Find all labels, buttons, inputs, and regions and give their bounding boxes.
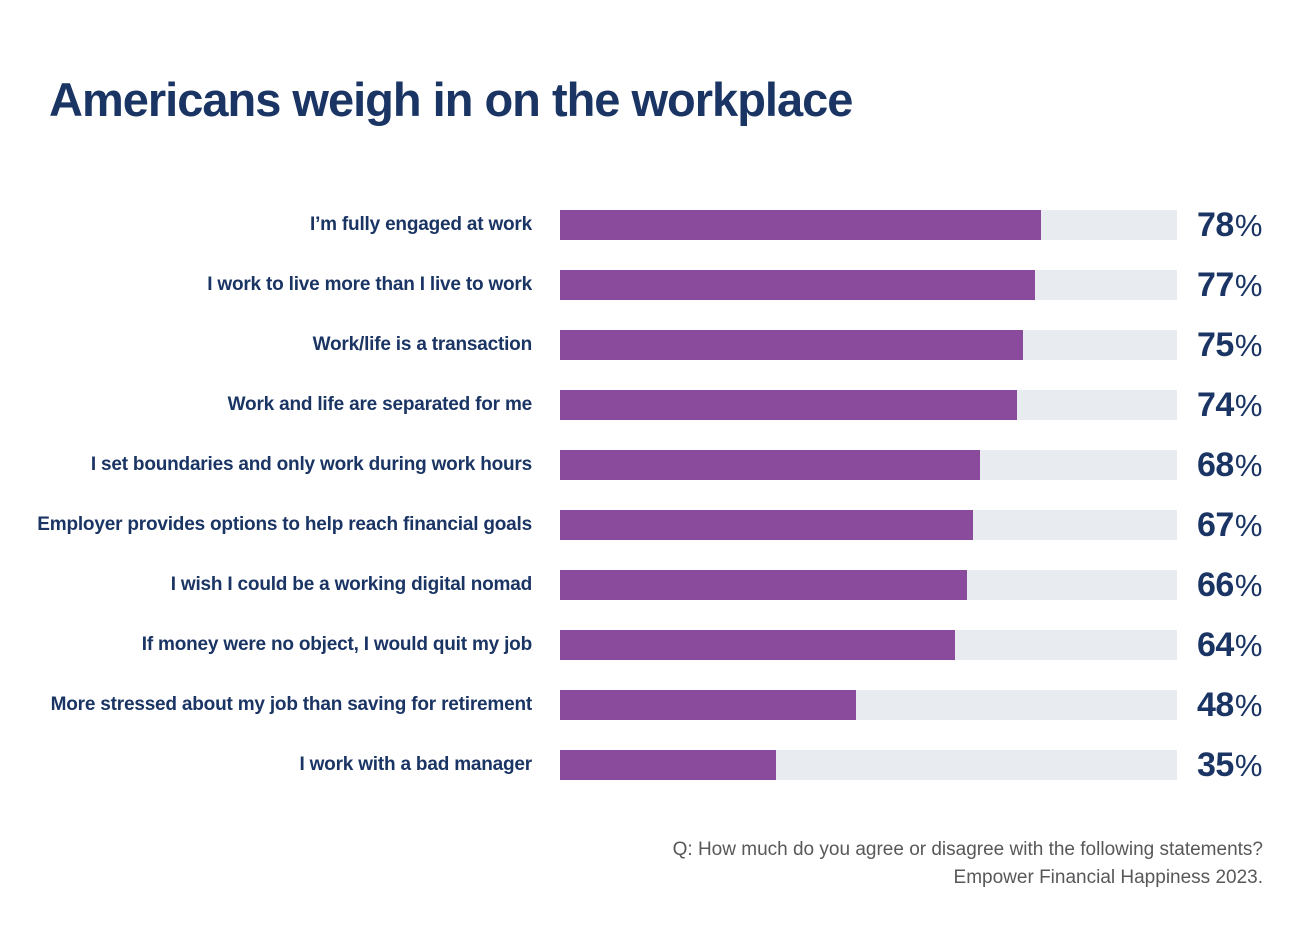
percent-sign: %	[1234, 208, 1263, 243]
bar-row: If money were no object, I would quit my…	[0, 615, 1313, 675]
bar-value: 48%	[1197, 688, 1262, 722]
bar-fill	[560, 450, 980, 480]
bar-label: I wish I could be a working digital noma…	[170, 574, 532, 596]
bar-track	[560, 450, 1177, 480]
bar-label: I set boundaries and only work during wo…	[90, 454, 532, 476]
bar-row: Employer provides options to help reach …	[0, 495, 1313, 555]
bar-label: More stressed about my job than saving f…	[50, 694, 533, 716]
source-note: Q: How much do you agree or disagree wit…	[673, 836, 1263, 892]
bar-value-number: 77	[1197, 266, 1234, 304]
percent-sign: %	[1234, 388, 1263, 423]
bar-track	[560, 270, 1177, 300]
bar-fill	[560, 210, 1042, 240]
bar-value: 67%	[1197, 508, 1262, 542]
bar-label: I work to live more than I live to work	[207, 274, 532, 296]
bar-row: I wish I could be a working digital noma…	[0, 555, 1313, 615]
bar-value-number: 75	[1197, 326, 1234, 364]
percent-sign: %	[1234, 628, 1263, 663]
bar-track	[560, 750, 1177, 780]
bar-fill	[560, 390, 1017, 420]
bar-fill	[560, 690, 857, 720]
bar-row: I set boundaries and only work during wo…	[0, 435, 1313, 495]
bar-track	[560, 510, 1177, 540]
bar-label: Work and life are separated for me	[227, 394, 533, 416]
percent-sign: %	[1234, 688, 1263, 723]
bar-fill	[560, 270, 1036, 300]
bar-value: 68%	[1197, 448, 1262, 482]
bar-value-number: 64	[1197, 626, 1234, 664]
bar-value-number: 78	[1197, 206, 1234, 244]
bar-label: I work with a bad manager	[299, 754, 532, 776]
bar-row: More stressed about my job than saving f…	[0, 675, 1313, 735]
bar-value-number: 35	[1197, 746, 1234, 784]
bar-fill	[560, 750, 776, 780]
bar-label: If money were no object, I would quit my…	[141, 634, 532, 656]
bar-value: 64%	[1197, 628, 1262, 662]
bar-value-number: 66	[1197, 566, 1234, 604]
bar-value: 66%	[1197, 568, 1262, 602]
bar-value-number: 48	[1197, 686, 1234, 724]
percent-sign: %	[1234, 508, 1263, 543]
bar-label: I’m fully engaged at work	[310, 214, 532, 236]
percent-sign: %	[1234, 448, 1263, 483]
bar-chart: I’m fully engaged at work 78% I work to li…	[0, 195, 1313, 795]
bar-fill	[560, 330, 1023, 360]
bar-row: Work/life is a transaction 75%	[0, 315, 1313, 375]
footer-source: Empower Financial Happiness 2023.	[953, 867, 1263, 888]
percent-sign: %	[1234, 268, 1263, 303]
bar-row: I work to live more than I live to work 7…	[0, 255, 1313, 315]
bar-fill	[560, 570, 968, 600]
bar-value-number: 67	[1197, 506, 1234, 544]
page-title: Americans weigh in on the workplace	[49, 73, 853, 126]
bar-track	[560, 210, 1177, 240]
bar-label: Employer provides options to help reach …	[37, 514, 532, 536]
bar-fill	[560, 510, 974, 540]
bar-track	[560, 570, 1177, 600]
bar-fill	[560, 630, 955, 660]
bar-track	[560, 390, 1177, 420]
percent-sign: %	[1234, 748, 1263, 783]
footer-question: Q: How much do you agree or disagree wit…	[672, 839, 1263, 860]
percent-sign: %	[1234, 568, 1263, 603]
bar-row: I work with a bad manager 35%	[0, 735, 1313, 795]
bar-value: 77%	[1197, 268, 1262, 302]
bar-track	[560, 690, 1177, 720]
bar-track	[560, 330, 1177, 360]
bar-value: 35%	[1197, 748, 1262, 782]
bar-track	[560, 630, 1177, 660]
bar-value-number: 74	[1197, 386, 1234, 424]
percent-sign: %	[1234, 328, 1263, 363]
bar-value-number: 68	[1197, 446, 1234, 484]
bar-row: Work and life are separated for me 74%	[0, 375, 1313, 435]
bar-value: 78%	[1197, 208, 1262, 242]
bar-label: Work/life is a transaction	[312, 334, 533, 356]
bar-value: 74%	[1197, 388, 1262, 422]
bar-row: I’m fully engaged at work 78%	[0, 195, 1313, 255]
bar-value: 75%	[1197, 328, 1262, 362]
